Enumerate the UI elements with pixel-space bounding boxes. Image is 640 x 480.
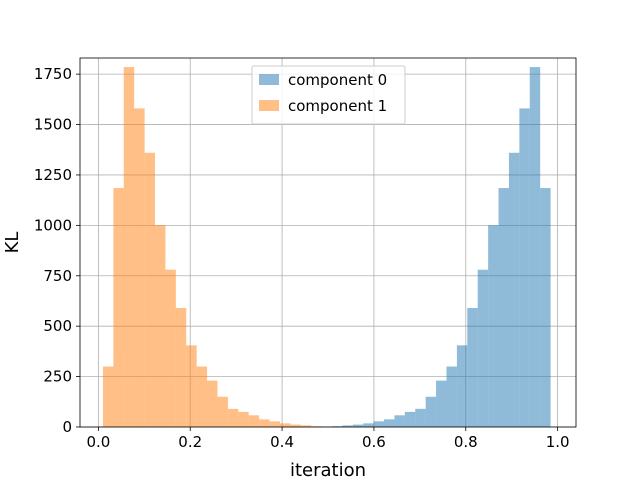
y-tick-label: 1500: [34, 116, 72, 134]
histogram-bar-component-1: [144, 152, 155, 427]
histogram-bar-component-1: [102, 366, 114, 427]
legend-label-component-0: component 0: [288, 71, 387, 89]
y-tick-label: 500: [43, 317, 72, 335]
histogram-bar-component-1: [165, 269, 176, 427]
histogram-bar-component-0: [488, 225, 499, 427]
histogram-bar-component-0: [540, 188, 551, 427]
histogram-bar-component-1: [227, 408, 239, 427]
histogram-bar-component-1: [290, 424, 301, 427]
x-tick-label: 0.0: [86, 433, 110, 451]
legend-swatch-component-1: [259, 100, 279, 111]
x-tick-label: 0.2: [178, 433, 202, 451]
histogram-bar-component-1: [175, 308, 187, 427]
histogram-bar-component-1: [259, 419, 270, 427]
histogram-bar-component-0: [363, 423, 374, 427]
x-tick-label: 0.8: [454, 433, 478, 451]
histogram-bar-component-1: [207, 380, 218, 427]
histogram-bar-component-1: [196, 366, 208, 427]
histogram-bar-component-0: [404, 411, 416, 427]
x-tick-label: 1.0: [546, 433, 570, 451]
histogram-bar-component-0: [425, 396, 437, 427]
histogram-bar-component-1: [113, 188, 124, 427]
histogram-bar-component-1: [269, 421, 280, 427]
y-tick-label: 1000: [34, 216, 72, 234]
histogram-bar-component-1: [154, 225, 166, 427]
legend-label-component-1: component 1: [288, 97, 387, 115]
legend-swatch-component-0: [259, 74, 279, 85]
y-tick-label: 250: [43, 368, 72, 386]
y-tick-label: 1750: [34, 65, 72, 83]
histogram-bar-component-1: [238, 411, 249, 427]
histogram-bar-component-0: [352, 424, 364, 427]
histogram-bar-component-1: [311, 426, 322, 427]
histogram-bar-component-0: [373, 421, 385, 427]
y-tick-label: 0: [62, 418, 72, 436]
histogram-bar-component-1: [279, 423, 291, 427]
plot-frame: [79, 57, 577, 428]
histogram-bar-component-0: [394, 415, 405, 427]
x-tick-label: 0.4: [270, 433, 294, 451]
y-tick-label: 750: [43, 267, 72, 285]
histogram-bar-component-0: [519, 108, 530, 427]
histogram-bar-component-0: [384, 419, 395, 427]
histogram-bar-component-0: [415, 408, 426, 427]
legend-box: [251, 65, 406, 125]
histogram-bar-component-1: [134, 108, 145, 427]
histogram-bar-component-1: [123, 67, 135, 428]
histogram-bar-component-0: [477, 269, 489, 427]
y-tick-label: 1250: [34, 166, 72, 184]
legend: component 0 component 1: [251, 65, 406, 125]
bars: [102, 67, 551, 428]
histogram-bar-component-1: [300, 425, 312, 427]
axis-ticks: 0.0 0.2 0.4 0.6 0.8 1.0 0 250 500 750 1000 1250 1500…: [34, 65, 570, 451]
y-axis-label: KL: [2, 232, 23, 254]
histogram-bar-component-0: [467, 308, 478, 427]
histogram-bar-component-0: [446, 366, 457, 427]
histogram-bar-component-0: [436, 380, 447, 427]
histogram-bar-component-0: [456, 345, 468, 427]
x-tick-label: 0.6: [362, 433, 386, 451]
histogram-bar-component-0: [342, 425, 353, 427]
x-axis-label: iteration: [290, 460, 366, 480]
histogram-bar-component-1: [217, 396, 228, 427]
histogram-bar-component-0: [529, 67, 541, 428]
histogram-bar-component-0: [508, 152, 520, 427]
histogram-bar-component-0: [331, 426, 343, 427]
histogram-bar-component-1: [186, 345, 197, 427]
histogram-bar-component-0: [498, 188, 509, 427]
histogram-bar-component-1: [248, 415, 260, 427]
